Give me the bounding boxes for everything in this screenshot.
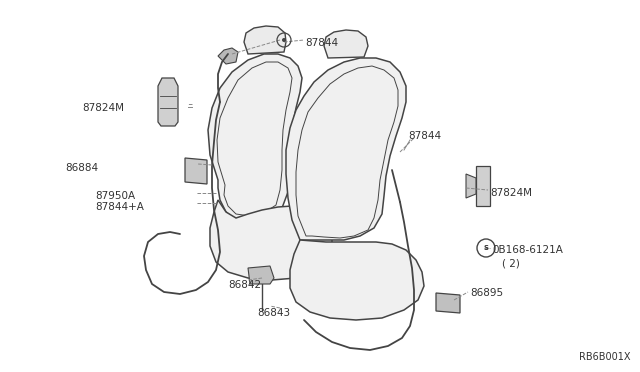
Polygon shape	[185, 158, 207, 184]
Polygon shape	[218, 48, 238, 64]
Text: RB6B001X: RB6B001X	[579, 352, 630, 362]
Text: ( 2): ( 2)	[502, 258, 520, 268]
Polygon shape	[436, 293, 460, 313]
Polygon shape	[244, 26, 286, 54]
Text: 87844+A: 87844+A	[95, 202, 144, 212]
Text: 0B168-6121A: 0B168-6121A	[492, 245, 563, 255]
Text: 87950A: 87950A	[95, 191, 135, 201]
Text: S: S	[483, 245, 488, 251]
Text: 86842: 86842	[228, 280, 261, 290]
Text: 87824M: 87824M	[82, 103, 124, 113]
Polygon shape	[324, 30, 368, 58]
Polygon shape	[210, 200, 332, 280]
Text: 86843: 86843	[257, 308, 290, 318]
Text: 87824M: 87824M	[490, 188, 532, 198]
Polygon shape	[248, 266, 274, 284]
Text: 87844: 87844	[408, 131, 441, 141]
Text: 86884: 86884	[65, 163, 98, 173]
Polygon shape	[290, 240, 424, 320]
Polygon shape	[286, 58, 406, 240]
Polygon shape	[476, 166, 490, 206]
Circle shape	[282, 38, 286, 42]
Text: 87844: 87844	[305, 38, 338, 48]
Polygon shape	[158, 78, 178, 126]
Polygon shape	[466, 174, 476, 198]
Text: 86895: 86895	[470, 288, 503, 298]
Polygon shape	[208, 54, 302, 222]
